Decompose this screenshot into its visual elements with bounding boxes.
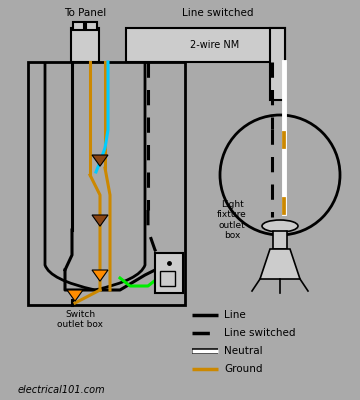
Text: Line: Line [224,310,246,320]
Text: 2-wire NM: 2-wire NM [190,40,240,50]
Text: Line switched: Line switched [182,8,254,18]
Bar [126,28,285,62]
Polygon shape [92,215,108,226]
Bar [273,231,287,249]
Text: Line switched: Line switched [224,328,296,338]
Bar [71,28,99,62]
Polygon shape [260,249,300,279]
Text: Switch
outlet box: Switch outlet box [57,310,103,330]
Bar [155,253,183,293]
Text: To Panel: To Panel [64,8,106,18]
Bar [270,28,285,100]
Bar [160,271,175,286]
Text: Ground: Ground [224,364,262,374]
Text: Neutral: Neutral [224,346,263,356]
Text: electrical101.com: electrical101.com [18,385,105,395]
Polygon shape [67,290,83,301]
Text: Light
fixture
outlet
box: Light fixture outlet box [217,200,247,240]
Bar [28,62,185,305]
Ellipse shape [262,220,298,232]
Polygon shape [92,270,108,281]
Polygon shape [92,155,108,166]
Bar [73,22,84,30]
Bar [86,22,97,30]
